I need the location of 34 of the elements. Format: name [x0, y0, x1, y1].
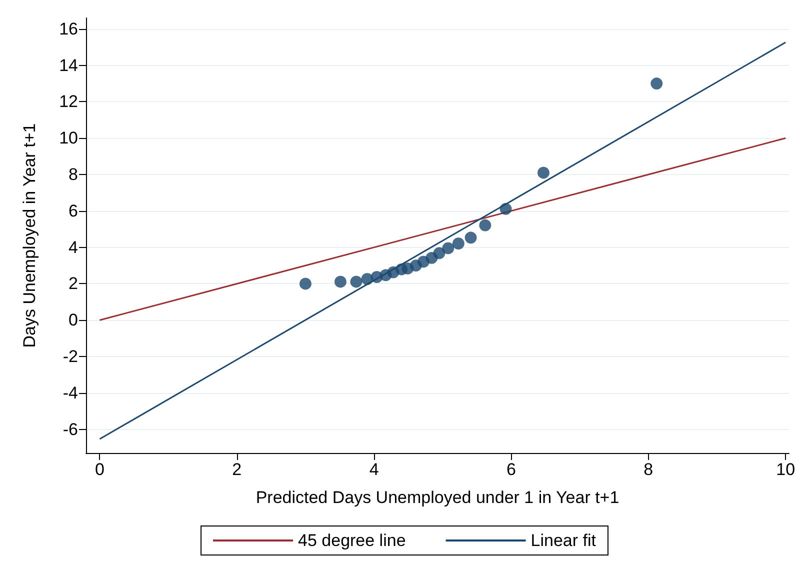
y-tick-label: -4 — [62, 383, 78, 402]
y-tick-label: 0 — [68, 310, 78, 330]
point — [537, 166, 550, 179]
y-axis-title: Days Unemployed in Year t+1 — [20, 123, 39, 348]
y-tick-label: 6 — [68, 201, 78, 220]
point — [361, 273, 374, 285]
legend-label: Linear fit — [530, 531, 596, 550]
point — [500, 202, 512, 215]
legend-label: 45 degree line — [298, 531, 406, 550]
x-tick-label: 0 — [94, 460, 104, 479]
x-tick-label: 8 — [644, 460, 654, 479]
y-tick-label: 8 — [68, 165, 78, 184]
x-tick-label: 6 — [506, 460, 516, 479]
x-tick-label: 2 — [232, 460, 242, 479]
point — [442, 242, 454, 254]
y-tick-label: 4 — [68, 238, 78, 257]
y-tick-label: 12 — [59, 92, 78, 112]
y-tick-label: 16 — [59, 19, 78, 38]
point — [350, 276, 362, 288]
y-tick-label: 14 — [59, 56, 78, 75]
y-tick-label: -6 — [62, 420, 78, 439]
x-tick-label: 4 — [369, 460, 379, 479]
y-tick-label: 10 — [59, 128, 78, 148]
y-tick-label: -2 — [62, 347, 78, 366]
point — [334, 276, 346, 288]
x-axis-title: Predicted Days Unemployed under 1 in Year t+1 — [256, 488, 620, 507]
point — [452, 238, 464, 250]
y-tick-label: 2 — [68, 274, 78, 294]
point — [479, 219, 492, 232]
point — [299, 278, 312, 290]
point — [464, 232, 477, 244]
point — [433, 247, 446, 260]
x-tick-label: 10 — [776, 460, 796, 479]
point — [650, 78, 663, 90]
